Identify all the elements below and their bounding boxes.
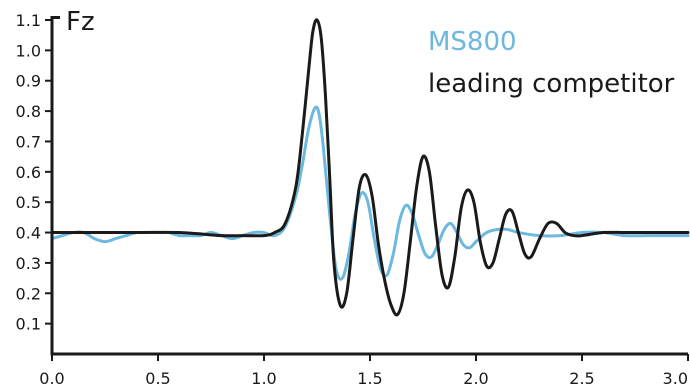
series-line-leading-competitor — [50, 18, 690, 317]
legend-label-leading-competitor: leading competitor — [428, 69, 675, 99]
x-tick-label: 2.5 — [569, 369, 594, 388]
x-tick-label: 3.0 — [663, 369, 688, 388]
y-tick-label: 0.2 — [16, 284, 41, 303]
y-tick-label: 0.6 — [16, 163, 41, 182]
x-tick-label: 1.5 — [357, 369, 382, 388]
y-tick-label: 0.4 — [16, 224, 41, 243]
y-tick-label: 1.1 — [16, 11, 41, 30]
y-tick-label: 0.3 — [16, 254, 41, 273]
legend-label-ms800: MS800 — [428, 27, 517, 57]
x-tick-label: 2.0 — [463, 369, 488, 388]
series-line-ms800 — [50, 105, 690, 281]
y-tick-label: 0.5 — [16, 193, 41, 212]
y-axis-title: Fz — [66, 7, 95, 37]
y-tick-label: 0.9 — [16, 72, 41, 91]
ticks-layer: 0.1 0.2 0.3 0.4 0.5 0.6 0.7 0.8 0.9 1.0 1.1 0.0 0.5 1… — [16, 11, 689, 388]
x-tick-label: 1.0 — [251, 369, 276, 388]
legend: MS800 leading competitor — [428, 27, 675, 99]
x-tick-label: 0.5 — [145, 369, 170, 388]
series-layer — [50, 18, 690, 317]
y-tick-label: 0.1 — [16, 315, 41, 334]
y-tick-label: 1.0 — [16, 41, 41, 60]
y-tick-label: 0.8 — [16, 102, 41, 121]
y-tick-label: 0.7 — [16, 132, 41, 151]
x-tick-label: 0.0 — [39, 369, 64, 388]
